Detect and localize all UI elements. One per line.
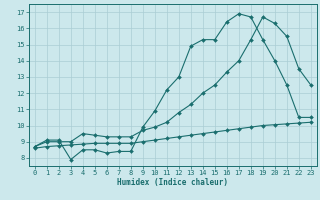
X-axis label: Humidex (Indice chaleur): Humidex (Indice chaleur)	[117, 178, 228, 187]
